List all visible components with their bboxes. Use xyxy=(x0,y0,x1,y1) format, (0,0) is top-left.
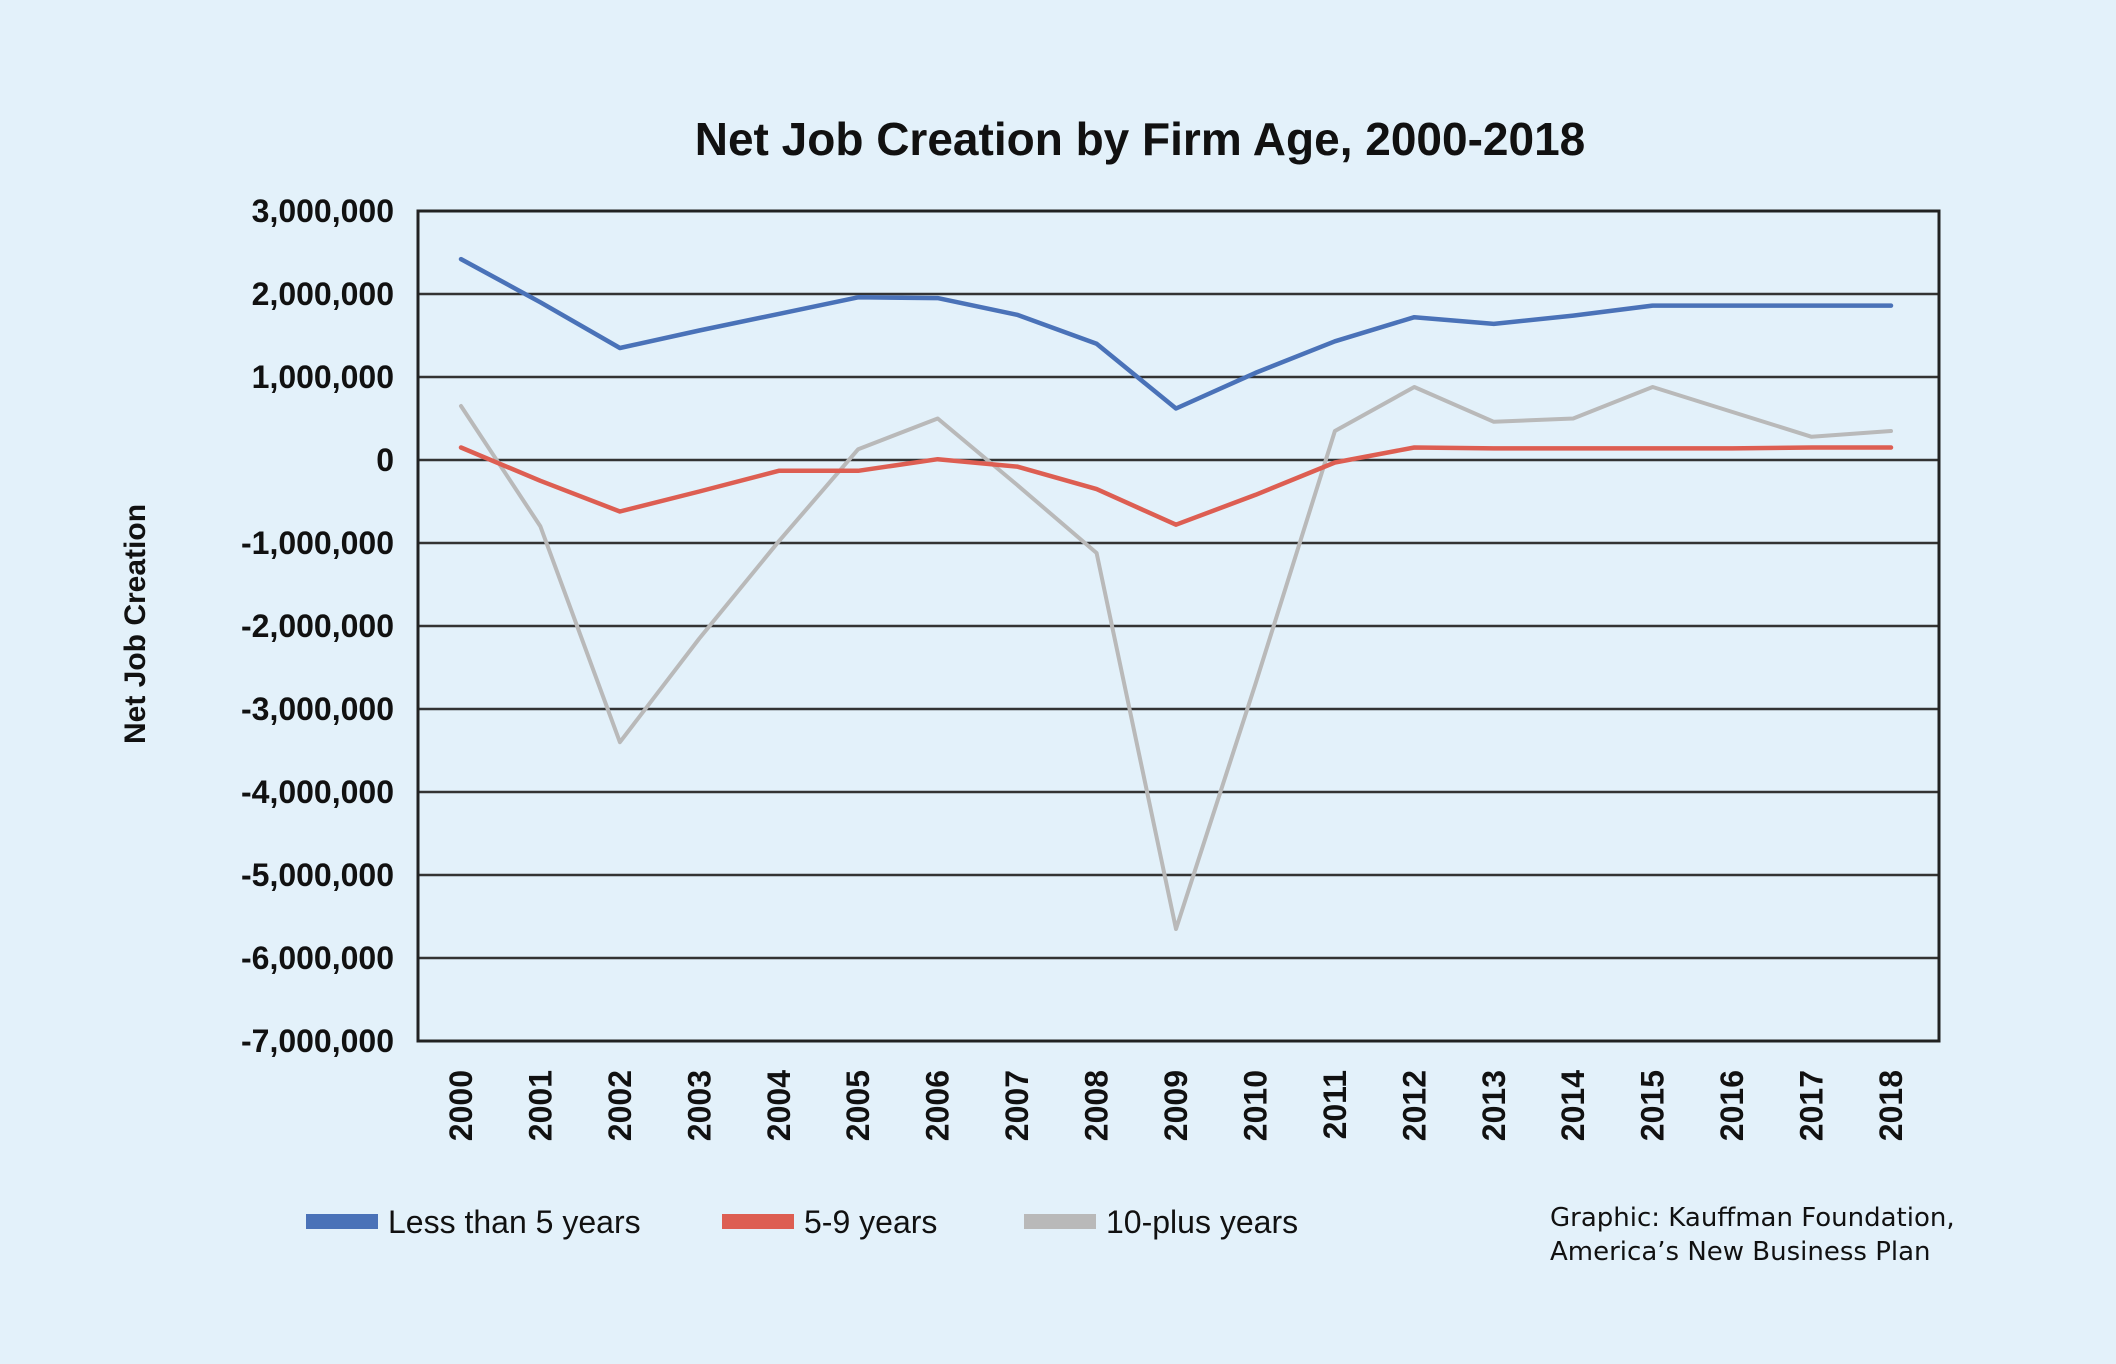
legend-swatch xyxy=(1024,1214,1096,1229)
y-tick-label: -7,000,000 xyxy=(241,1023,394,1059)
source-credit-line1: Graphic: Kauffman Foundation, xyxy=(1550,1203,1955,1233)
x-tick-label: 2012 xyxy=(1396,1070,1432,1141)
x-tick-label: 2014 xyxy=(1555,1070,1591,1141)
x-tick-label: 2007 xyxy=(999,1070,1035,1141)
x-tick-label: 2002 xyxy=(602,1070,638,1141)
plot-area xyxy=(416,209,1941,1043)
x-tick-label: 2017 xyxy=(1794,1070,1830,1141)
x-tick-label: 2003 xyxy=(681,1070,717,1141)
x-tick-label: 2018 xyxy=(1873,1070,1909,1141)
x-tick-label: 2001 xyxy=(522,1070,558,1141)
chart-title: Net Job Creation by Firm Age, 2000-2018 xyxy=(695,113,1586,165)
y-tick-label: -2,000,000 xyxy=(241,608,394,644)
x-tick-label: 2010 xyxy=(1237,1070,1273,1141)
legend: Less than 5 years 5-9 years 10-plus years xyxy=(306,1204,1298,1240)
y-tick-label: 0 xyxy=(376,442,394,478)
y-tick-label: -1,000,000 xyxy=(241,525,394,561)
y-tick-label: 2,000,000 xyxy=(252,276,394,312)
series-line-2 xyxy=(459,385,1893,931)
x-tick-label: 2013 xyxy=(1476,1070,1512,1141)
x-tick-label: 2006 xyxy=(920,1070,956,1141)
legend-label: 5-9 years xyxy=(804,1204,937,1240)
y-tick-label: -6,000,000 xyxy=(241,940,394,976)
series-line-0 xyxy=(458,256,1894,411)
y-tick-label: -5,000,000 xyxy=(241,857,394,893)
x-tick-label: 2004 xyxy=(761,1070,797,1141)
legend-swatch xyxy=(306,1214,378,1229)
legend-label: Less than 5 years xyxy=(388,1204,641,1240)
x-axis-ticks: 2000 2001 2002 2003 2004 2005 2006 2007 2008 2009… xyxy=(443,1070,1909,1141)
legend-label: 10-plus years xyxy=(1106,1204,1298,1240)
x-tick-label: 2016 xyxy=(1714,1070,1750,1141)
gridlines xyxy=(418,292,1939,960)
legend-swatch xyxy=(722,1214,794,1229)
series-lines xyxy=(458,256,1894,931)
y-tick-label: 3,000,000 xyxy=(252,193,394,229)
x-tick-label: 2015 xyxy=(1635,1070,1671,1141)
y-tick-label: -4,000,000 xyxy=(241,774,394,810)
y-axis-ticks: 3,000,000 2,000,000 1,000,000 0 -1,000,000 -2… xyxy=(241,193,394,1059)
series-line-1 xyxy=(458,445,1894,527)
y-tick-label: -3,000,000 xyxy=(241,691,394,727)
x-tick-label: 2008 xyxy=(1079,1070,1115,1141)
x-tick-label: 2009 xyxy=(1158,1070,1194,1141)
x-tick-label: 2000 xyxy=(443,1070,479,1141)
y-axis-label: Net Job Creation xyxy=(119,504,152,744)
source-credit-line2: America’s New Business Plan xyxy=(1550,1237,1931,1267)
x-tick-label: 2005 xyxy=(840,1070,876,1141)
x-tick-label: 2011 xyxy=(1317,1070,1353,1139)
y-tick-label: 1,000,000 xyxy=(252,359,394,395)
